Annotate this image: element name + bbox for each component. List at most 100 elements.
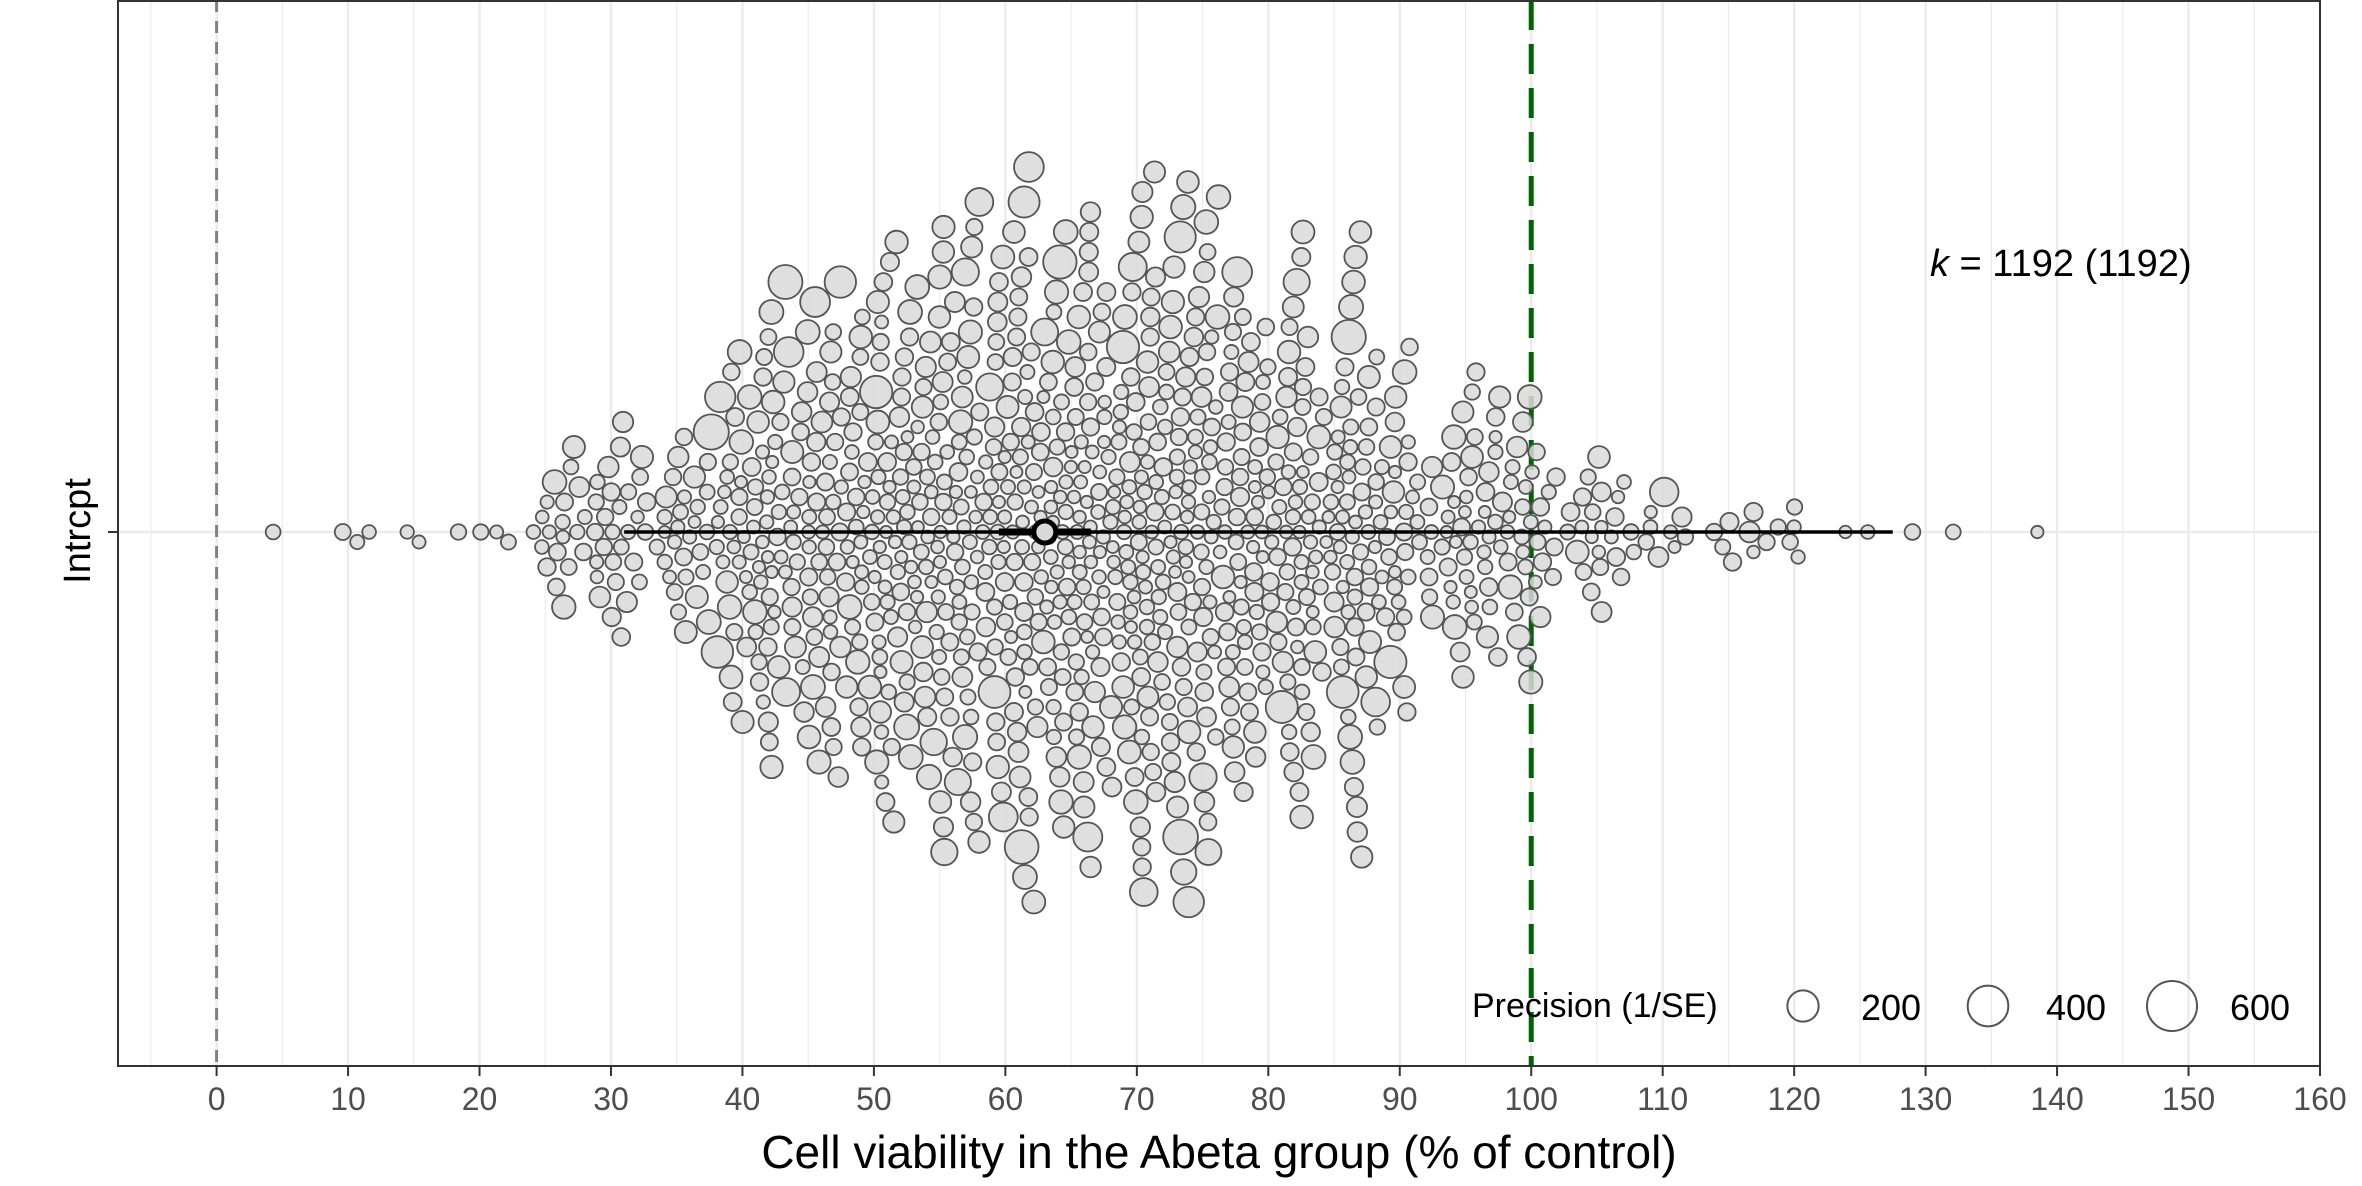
effect-point [1420, 455, 1444, 479]
effect-point [970, 402, 990, 422]
effect-point [987, 732, 1006, 752]
effect-point [1367, 473, 1385, 491]
effect-point [1048, 438, 1066, 456]
effect-point [864, 749, 890, 775]
legend-title: Precision (1/SE) [1472, 987, 1718, 1025]
effect-point [1591, 544, 1607, 560]
effect-point [978, 454, 994, 470]
effect-point [760, 389, 786, 415]
effect-point [1572, 487, 1593, 507]
effect-point [1343, 776, 1364, 798]
effect-point [878, 493, 897, 511]
effect-point [1478, 461, 1500, 483]
effect-point [1139, 454, 1156, 470]
effect-point [1192, 503, 1211, 521]
effect-point [1781, 533, 1799, 551]
effect-point [814, 696, 837, 718]
effect-point [1042, 244, 1078, 280]
effect-point [952, 723, 979, 751]
effect-point [1166, 795, 1190, 819]
effect-point [1045, 303, 1063, 321]
effect-point [551, 594, 577, 620]
effect-point [1012, 864, 1038, 890]
effect-point [1215, 477, 1234, 497]
effect-point [1459, 489, 1474, 505]
effect-point [648, 538, 666, 556]
effect-point [1006, 493, 1024, 511]
effect-point [1081, 715, 1105, 739]
effect-point [1147, 538, 1165, 556]
effect-point [1587, 445, 1611, 469]
effect-point [929, 412, 949, 432]
effect-point [730, 487, 749, 507]
effect-point [757, 711, 779, 733]
effect-point [1140, 707, 1160, 727]
effect-point [1325, 463, 1342, 481]
effect-point [541, 524, 557, 540]
effect-point [736, 636, 758, 658]
effect-point [950, 385, 974, 409]
effect-point [1002, 220, 1026, 244]
effect-point [1245, 539, 1261, 555]
effect-point [1285, 599, 1302, 615]
effect-point [1010, 266, 1033, 288]
effect-point [1258, 468, 1276, 486]
effect-point [1265, 610, 1289, 634]
effect-point [867, 569, 882, 585]
effect-point [1546, 467, 1566, 487]
effect-point [1153, 673, 1171, 691]
effect-point [1064, 445, 1079, 459]
effect-point [872, 539, 887, 555]
effect-point [1405, 489, 1421, 505]
effect-point [892, 387, 912, 407]
effect-point [1232, 598, 1250, 616]
effect-point [1066, 489, 1082, 505]
effect-point [901, 533, 918, 551]
effect-point [1350, 845, 1374, 869]
effect-point [1178, 554, 1194, 570]
effect-point [781, 596, 803, 618]
effect-point [1079, 221, 1100, 243]
effect-point [767, 433, 784, 451]
effect-point [882, 810, 906, 834]
effect-point [959, 791, 982, 813]
effect-point [1348, 514, 1363, 530]
effect-point [950, 613, 968, 631]
effect-point [936, 568, 954, 586]
effect-point [1340, 604, 1357, 620]
effect-point [1264, 534, 1280, 550]
effect-point [1117, 252, 1148, 282]
effect-point [873, 724, 890, 740]
effect-point [1276, 339, 1302, 365]
effect-point [882, 609, 899, 625]
effect-point [1280, 742, 1300, 762]
effect-point [1300, 744, 1327, 770]
effect-point [840, 462, 859, 482]
effect-point [910, 635, 934, 659]
effect-point [1387, 622, 1406, 642]
effect-point [1648, 476, 1680, 508]
effect-point [1105, 329, 1141, 365]
effect-point [1257, 678, 1274, 696]
effect-point [534, 539, 550, 555]
effect-point [1080, 630, 1095, 644]
effect-point [875, 792, 896, 812]
effect-point [782, 467, 802, 487]
effect-point [844, 618, 862, 636]
effect-point [411, 534, 427, 550]
effect-point [704, 380, 737, 414]
effect-point [839, 387, 860, 407]
effect-point [1502, 510, 1517, 524]
effect-point [747, 623, 764, 641]
effect-point [1096, 408, 1113, 426]
effect-point [801, 452, 822, 472]
effect-point [1113, 383, 1130, 401]
effect-point [1487, 513, 1504, 531]
effect-point [981, 538, 998, 556]
effect-point [935, 687, 955, 707]
effect-point [1135, 549, 1150, 565]
effect-point [1145, 266, 1167, 288]
effect-point [897, 744, 924, 770]
effect-point [771, 677, 802, 707]
effect-point [1009, 465, 1024, 479]
